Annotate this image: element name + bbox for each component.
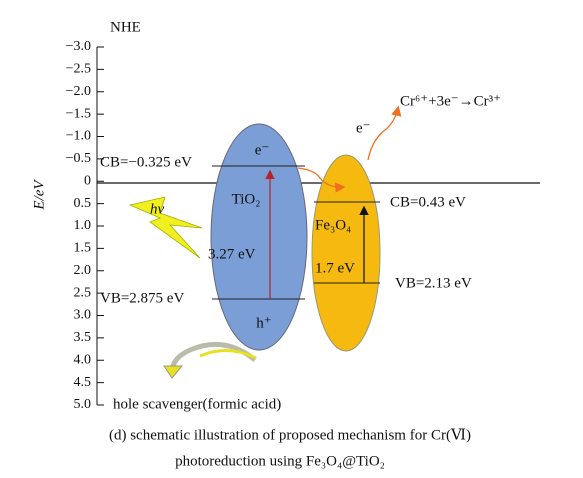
lightning: [128, 196, 203, 259]
unit-label: NHE: [110, 19, 141, 35]
fe3o4-name: Fe₃O₄: [315, 217, 351, 233]
tick-label: −1.5: [66, 106, 91, 121]
fe3o4-band: [311, 154, 381, 352]
tio2-vb: VB=2.875 eV: [100, 290, 184, 306]
axis: −3.0 −2.5 −2.0 −1.5 −1.0 −0.5 0 0.5 1.0 1.5 2.0 2.5…: [66, 39, 540, 412]
tick-label: −2.5: [66, 62, 91, 77]
caption-line: photoreduction using Fe₃O₄@TiO₂: [175, 453, 385, 469]
tio2-cb: CB=−0.325 eV: [100, 154, 192, 170]
fe3o4-gap: 1.7 eV: [315, 260, 355, 276]
tio2-gap: 3.27 eV: [208, 246, 256, 262]
electron: e⁻: [255, 142, 270, 158]
scavenger: hole scavenger(formic acid): [113, 396, 281, 412]
tick-label: 5.0: [74, 397, 92, 412]
axis-label: E/eV: [31, 179, 47, 211]
tick-label: 4.5: [74, 375, 92, 390]
tick-label: 0.5: [74, 196, 92, 211]
tick-label: −2.0: [66, 84, 91, 99]
tick-label: 1.0: [74, 218, 92, 233]
tick-label: 2.0: [74, 263, 92, 278]
tick-label: −0.5: [66, 151, 91, 166]
tio2-name: TiO₂: [232, 191, 261, 207]
tio2-band: [210, 123, 308, 351]
fe3o4-vb: VB=2.13 eV: [395, 275, 472, 291]
transfer-arrow: [297, 167, 346, 193]
scavenger-arrowhead: [163, 365, 184, 379]
hole: h⁺: [256, 315, 271, 331]
light: hν: [150, 201, 165, 217]
tick-label: −1.0: [66, 129, 91, 144]
scavenger-arrow: [169, 341, 257, 373]
transfer-electron: e⁻: [356, 120, 371, 136]
tick-label: 1.5: [74, 241, 92, 256]
tick-label: 4.0: [74, 352, 92, 367]
caption-line: (d) schematic illustration of proposed m…: [109, 427, 471, 443]
tick-label: 3.5: [74, 330, 92, 345]
scavenger-arrow-top: [199, 349, 257, 360]
tick-label: 2.5: [74, 285, 92, 300]
tick-label: 3.0: [74, 308, 92, 323]
tick-label: 0: [84, 173, 91, 188]
tick-label: −3.0: [66, 39, 91, 54]
reduction-arrow: [367, 105, 402, 161]
reaction: Cr⁶⁺+3e⁻→Cr³⁺: [400, 93, 501, 109]
fe3o4-cb: CB=0.43 eV: [390, 194, 466, 210]
